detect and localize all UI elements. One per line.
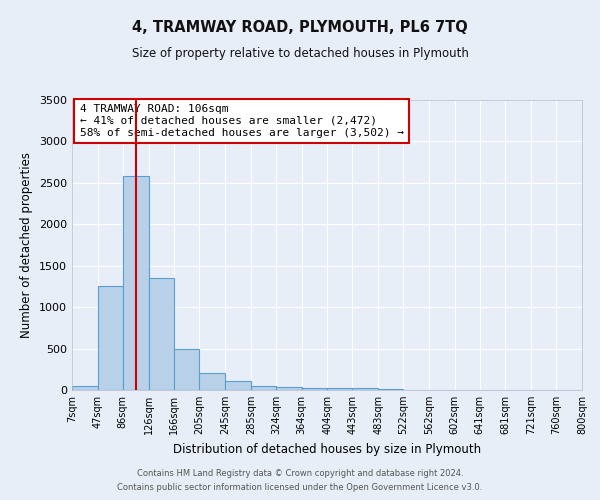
- Bar: [251, 386, 276, 390]
- Text: Contains public sector information licensed under the Open Government Licence v3: Contains public sector information licen…: [118, 484, 482, 492]
- Bar: [149, 278, 174, 390]
- Bar: [352, 388, 378, 390]
- Bar: [378, 389, 403, 390]
- Bar: [98, 286, 123, 390]
- Text: Contains HM Land Registry data © Crown copyright and database right 2024.: Contains HM Land Registry data © Crown c…: [137, 468, 463, 477]
- Text: 4, TRAMWAY ROAD, PLYMOUTH, PL6 7TQ: 4, TRAMWAY ROAD, PLYMOUTH, PL6 7TQ: [132, 20, 468, 35]
- Bar: [174, 348, 199, 390]
- Bar: [328, 388, 352, 390]
- Bar: [276, 386, 302, 390]
- Bar: [72, 386, 98, 390]
- Text: Size of property relative to detached houses in Plymouth: Size of property relative to detached ho…: [131, 48, 469, 60]
- Bar: [225, 381, 251, 390]
- Text: 4 TRAMWAY ROAD: 106sqm
← 41% of detached houses are smaller (2,472)
58% of semi-: 4 TRAMWAY ROAD: 106sqm ← 41% of detached…: [80, 104, 404, 138]
- Bar: [123, 176, 149, 390]
- Bar: [199, 374, 225, 390]
- Y-axis label: Number of detached properties: Number of detached properties: [20, 152, 34, 338]
- X-axis label: Distribution of detached houses by size in Plymouth: Distribution of detached houses by size …: [173, 442, 481, 456]
- Bar: [302, 388, 328, 390]
